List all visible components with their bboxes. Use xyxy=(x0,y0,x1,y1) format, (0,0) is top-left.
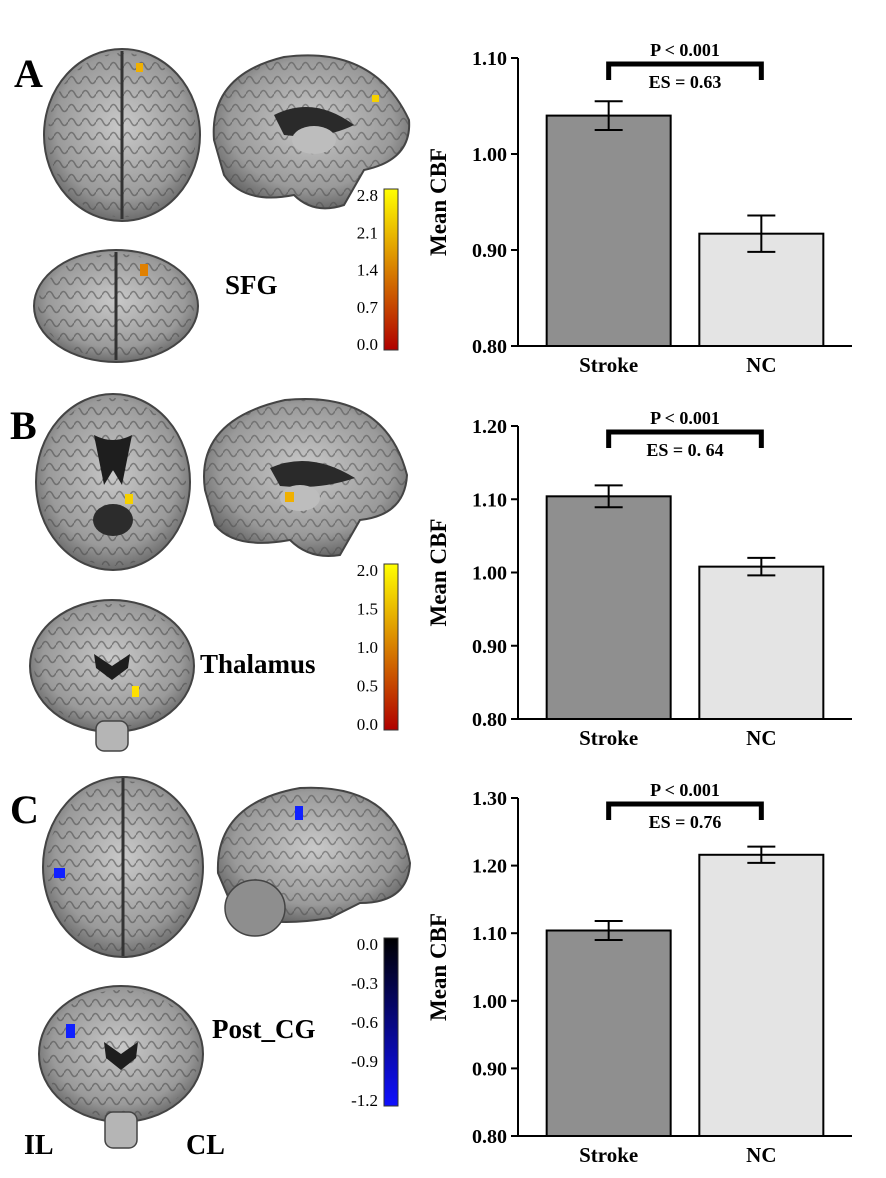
colorbar-b: 2.0 1.5 1.0 0.5 0.0 xyxy=(357,561,399,734)
colorbar-tick-label: 2.0 xyxy=(357,561,378,580)
colorbar-tick-label: 0.0 xyxy=(357,715,378,734)
effect-size-label: ES = 0.76 xyxy=(649,812,722,832)
panel-letter-a: A xyxy=(14,51,43,96)
bar-stroke xyxy=(545,495,672,720)
y-tick-label: 0.90 xyxy=(472,240,507,262)
y-tick-label: 0.80 xyxy=(472,1126,507,1148)
bar-stroke xyxy=(545,114,672,347)
bar-nc xyxy=(698,565,825,720)
region-label-b: Thalamus xyxy=(200,649,316,679)
colorbar-tick-label: 1.5 xyxy=(357,600,378,619)
colorbar-tick-label: 2.8 xyxy=(357,186,378,205)
y-tick-label: 0.90 xyxy=(472,1058,507,1080)
colorbar-gradient xyxy=(383,188,399,351)
y-tick-label: 1.10 xyxy=(472,923,507,945)
y-tick-label: 1.10 xyxy=(472,489,507,511)
bar-chart-c: 0.80 0.90 1.00 1.10 1.20 1.30 Mean CBF Stroke NC… xyxy=(426,780,852,1167)
effect-size-label: ES = 0.63 xyxy=(649,72,722,92)
significance-bracket xyxy=(606,61,764,80)
colorbar-tick-label: -0.3 xyxy=(351,974,378,993)
brain-axial-image-b xyxy=(35,393,191,571)
y-tick-label: 1.20 xyxy=(472,416,507,438)
colorbar-gradient xyxy=(383,937,399,1107)
brain-coronal-image-a xyxy=(33,249,199,363)
activation-blob xyxy=(140,264,148,276)
brain-sagittal-image-c xyxy=(216,786,412,937)
y-tick-label: 0.80 xyxy=(472,709,507,731)
brain-axial-image-c xyxy=(42,776,204,958)
brain-coronal-image-c xyxy=(38,985,204,1149)
colorbar-tick-label: 0.0 xyxy=(357,335,378,354)
y-tick-label: 0.90 xyxy=(472,636,507,658)
colorbar-tick-label: 1.0 xyxy=(357,638,378,657)
colorbar-c: 0.0 -0.3 -0.6 -0.9 -1.2 xyxy=(351,935,399,1110)
colorbar-tick-label: -1.2 xyxy=(351,1091,378,1110)
colorbar-tick-label: -0.9 xyxy=(351,1052,378,1071)
y-tick-label: 1.10 xyxy=(472,48,507,70)
activation-blob xyxy=(125,494,133,504)
y-tick-label: 1.00 xyxy=(472,563,507,585)
x-tick-label: Stroke xyxy=(579,353,638,377)
y-tick-label: 1.20 xyxy=(472,856,507,878)
bar-chart-b: 0.80 0.90 1.00 1.10 1.20 Mean CBF Stroke NC P < … xyxy=(426,408,852,750)
y-axis-label: Mean CBF xyxy=(426,519,451,627)
colorbar-tick-label: 0.0 xyxy=(357,935,378,954)
region-label-a: SFG xyxy=(225,270,278,300)
activation-blob xyxy=(285,492,294,502)
colorbar-tick-label: -0.6 xyxy=(351,1013,378,1032)
brain-coronal-image-b xyxy=(29,599,195,752)
bar-nc xyxy=(698,853,825,1137)
activation-blob xyxy=(66,1024,75,1038)
p-value-label: P < 0.001 xyxy=(650,40,720,60)
activation-blob xyxy=(54,868,65,878)
side-label-left: IL xyxy=(24,1130,54,1161)
y-axis-label: Mean CBF xyxy=(426,148,451,256)
effect-size-label: ES = 0. 64 xyxy=(646,440,723,460)
colorbar-tick-label: 2.1 xyxy=(357,223,378,242)
x-tick-label: NC xyxy=(746,353,776,377)
bar-stroke xyxy=(545,929,672,1137)
brain-sagittal-image-a xyxy=(212,54,411,210)
y-tick-label: 1.00 xyxy=(472,991,507,1013)
activation-blob xyxy=(132,686,139,697)
brain-axial-image-a xyxy=(43,48,201,222)
colorbar-tick-label: 0.7 xyxy=(357,298,379,317)
panel-letter-b: B xyxy=(10,403,37,448)
y-tick-label: 0.80 xyxy=(472,336,507,358)
region-label-c: Post_CG xyxy=(212,1014,316,1044)
x-tick-label: Stroke xyxy=(579,726,638,750)
y-tick-label: 1.30 xyxy=(472,788,507,810)
x-tick-label: NC xyxy=(746,726,776,750)
side-label-right: CL xyxy=(186,1130,225,1161)
panel-letter-c: C xyxy=(10,787,39,832)
colorbar-tick-label: 0.5 xyxy=(357,677,378,696)
colorbar-a: 2.8 2.1 1.4 0.7 0.0 xyxy=(357,186,399,354)
significance-bracket xyxy=(606,801,764,820)
significance-bracket xyxy=(606,429,764,448)
y-axis-label: Mean CBF xyxy=(426,913,451,1021)
activation-blob xyxy=(136,63,143,72)
colorbar-tick-label: 1.4 xyxy=(357,261,379,280)
p-value-label: P < 0.001 xyxy=(650,780,720,800)
bar-chart-a: 0.80 0.90 1.00 1.10 Mean CBF Stroke NC P < 0.00… xyxy=(426,40,852,377)
activation-blob xyxy=(372,95,379,102)
activation-blob xyxy=(295,806,303,820)
x-tick-label: NC xyxy=(746,1143,776,1167)
colorbar-gradient xyxy=(383,563,399,731)
y-tick-label: 1.00 xyxy=(472,144,507,166)
p-value-label: P < 0.001 xyxy=(650,408,720,428)
brain-sagittal-image-b xyxy=(203,398,409,557)
x-tick-label: Stroke xyxy=(579,1143,638,1167)
